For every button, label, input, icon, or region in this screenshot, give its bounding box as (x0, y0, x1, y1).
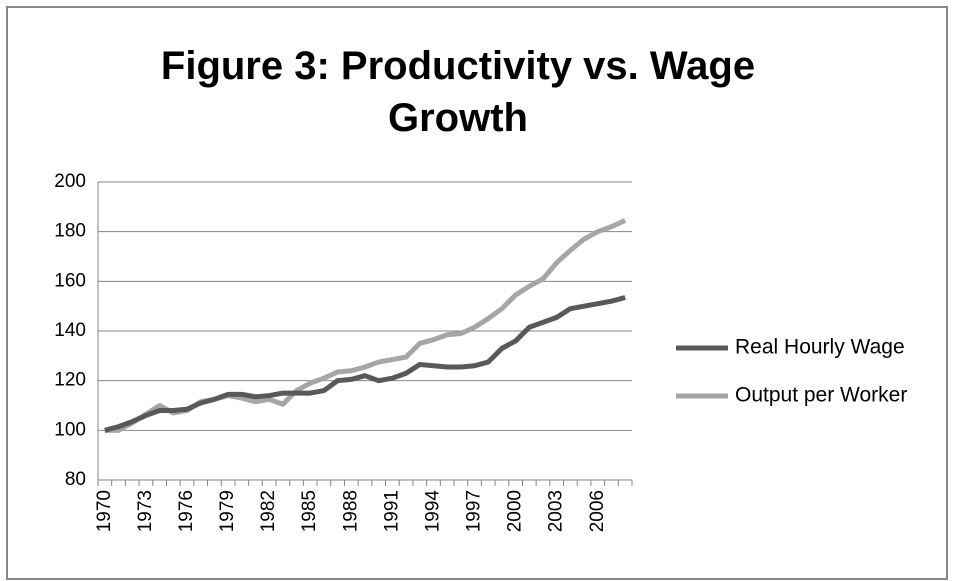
y-tick-label: 80 (65, 469, 86, 490)
x-tick-label: 1982 (258, 490, 279, 532)
legend-label: Output per Worker (735, 384, 907, 407)
y-tick-label: 160 (54, 270, 86, 291)
x-tick-label: 1997 (464, 490, 485, 532)
y-tick-label: 120 (54, 370, 86, 391)
x-tick-label: 1991 (381, 490, 402, 532)
x-tick-label: 2000 (505, 490, 526, 532)
y-tick-label: 200 (54, 171, 86, 192)
x-tick-label: 1994 (422, 490, 443, 533)
chart-title: Figure 3: Productivity vs. Wage Growth (160, 44, 756, 140)
x-tick-label: 1988 (340, 490, 361, 532)
x-tick-label: 1976 (176, 490, 197, 532)
legend-label: Real Hourly Wage (735, 336, 905, 359)
x-tick-label: 1985 (299, 490, 320, 532)
x-tick-label: 1973 (135, 490, 156, 532)
y-tick-label: 180 (54, 221, 86, 242)
y-tick-label: 100 (54, 419, 86, 440)
chart-border (6, 6, 948, 580)
data-line (104, 295, 626, 433)
x-tick-label: 1970 (94, 490, 115, 532)
y-tick-label: 140 (54, 320, 86, 341)
x-tick-label: 1979 (217, 490, 238, 532)
x-tick-label: 2006 (587, 490, 608, 532)
x-tick-label: 2003 (546, 490, 567, 532)
data-line (104, 218, 627, 433)
